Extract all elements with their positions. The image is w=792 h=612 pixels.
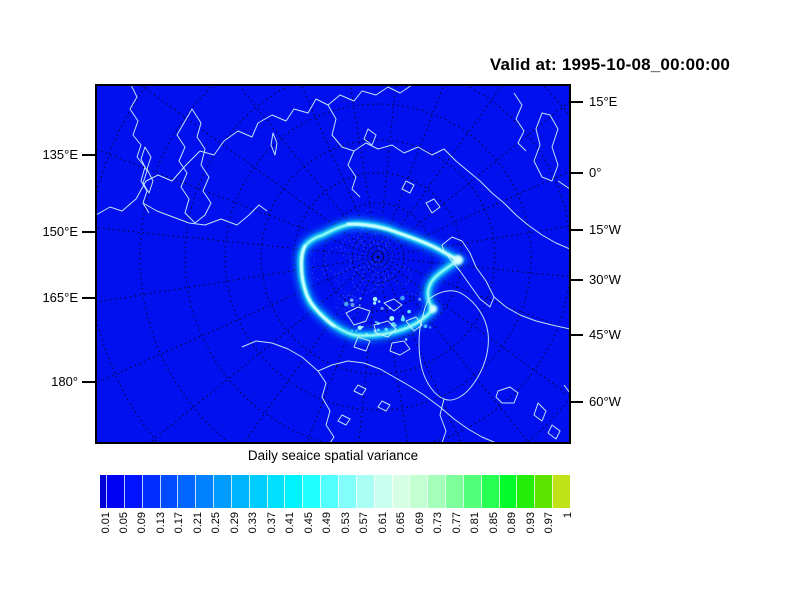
colorbar-cell [480, 475, 499, 508]
right-axis-tick [570, 334, 583, 336]
colorbar-cell [177, 475, 196, 508]
colorbar-cell [462, 475, 481, 508]
right-axis-tick [570, 229, 583, 231]
right-axis-tick [570, 279, 583, 281]
colorbar-cell [123, 475, 142, 508]
colorbar-cell [534, 475, 553, 508]
colorbar-cell [213, 475, 231, 508]
colorbar-cell [195, 475, 214, 508]
colorbar-cell [302, 475, 321, 508]
map-plot [95, 84, 571, 444]
left-axis-label: 135°E [42, 147, 78, 162]
colorbar-tick-label: 0.41 [284, 512, 297, 534]
left-axis-label: 150°E [42, 224, 78, 239]
colorbar [100, 475, 570, 508]
right-axis-label: 60°W [589, 394, 621, 409]
colorbar-cell [552, 475, 570, 508]
colorbar-tick-label: 0.77 [450, 512, 463, 534]
map-border [96, 85, 570, 443]
colorbar-cell [100, 475, 106, 508]
colorbar-tick-label: 0.73 [432, 512, 445, 534]
colorbar-tick-label: 0.21 [191, 512, 204, 534]
colorbar-tick-label: 0.05 [117, 512, 130, 534]
colorbar-cell [320, 475, 338, 508]
left-axis-label: 180° [51, 374, 78, 389]
colorbar-tick-label: 0.25 [210, 512, 223, 534]
colorbar-cell [373, 475, 392, 508]
left-axis-tick [82, 154, 95, 156]
coastlines [96, 85, 570, 443]
arctic-map [96, 85, 570, 443]
colorbar-cell [498, 475, 517, 508]
left-axis-tick [82, 381, 95, 383]
colorbar-tick-label: 0.93 [524, 512, 537, 534]
left-axis-tick [82, 231, 95, 233]
colorbar-cell [445, 475, 463, 508]
colorbar-tick-label: 0.45 [302, 512, 315, 534]
colorbar-tick-label: 0.65 [395, 512, 408, 534]
right-axis-tick [570, 401, 583, 403]
colorbar-tick-label: 0.37 [265, 512, 278, 534]
colorbar-cell [159, 475, 178, 508]
colorbar-tick-label: 0.49 [321, 512, 334, 534]
colorbar-tick-label: 1 [561, 512, 574, 519]
colorbar-tick-label: 0.89 [506, 512, 519, 534]
colorbar-cell [230, 475, 249, 508]
colorbar-cell [284, 475, 303, 508]
plot-title: Valid at: 1995-10-08_00:00:00 [489, 55, 731, 74]
colorbar-tick-label: 0.29 [228, 512, 241, 534]
right-axis-tick [570, 172, 583, 174]
right-axis-tick [570, 101, 583, 103]
colorbar-cell [266, 475, 285, 508]
colorbar-tick-label: 0.97 [543, 512, 556, 534]
map-caption: Daily seaice spatial variance [247, 448, 419, 463]
colorbar-tick-label: 0.17 [173, 512, 186, 534]
colorbar-tick-label: 0.81 [469, 512, 482, 534]
colorbar-tick-label: 0.61 [376, 512, 389, 534]
colorbar-tick-label: 0.13 [154, 512, 167, 534]
left-axis-tick [82, 297, 95, 299]
colorbar-cell [106, 475, 124, 508]
colorbar-tick-label: 0.33 [247, 512, 260, 534]
colorbar-cell [391, 475, 410, 508]
right-axis-label: 15°W [589, 222, 621, 237]
ice-edge-variance-band [294, 217, 469, 342]
left-axis-label: 165°E [42, 290, 78, 305]
right-axis-label: 15°E [589, 94, 618, 109]
colorbar-cell [355, 475, 374, 508]
colorbar-tick-label: 0.09 [136, 512, 149, 534]
right-axis-label: 30°W [589, 272, 621, 287]
colorbar-tick-label: 0.85 [487, 512, 500, 534]
colorbar-cell [337, 475, 356, 508]
colorbar-tick-label: 0.57 [358, 512, 371, 534]
right-axis-label: 0° [589, 165, 602, 180]
colorbar-cell [516, 475, 535, 508]
colorbar-tick-label: 0.69 [413, 512, 426, 534]
colorbar-cell [427, 475, 446, 508]
colorbar-cell [409, 475, 428, 508]
colorbar-cell [248, 475, 267, 508]
right-axis-label: 45°W [589, 327, 621, 342]
colorbar-cell [141, 475, 160, 508]
colorbar-tick-label: 0.53 [339, 512, 352, 534]
colorbar-tick-label: 0.01 [99, 512, 112, 534]
